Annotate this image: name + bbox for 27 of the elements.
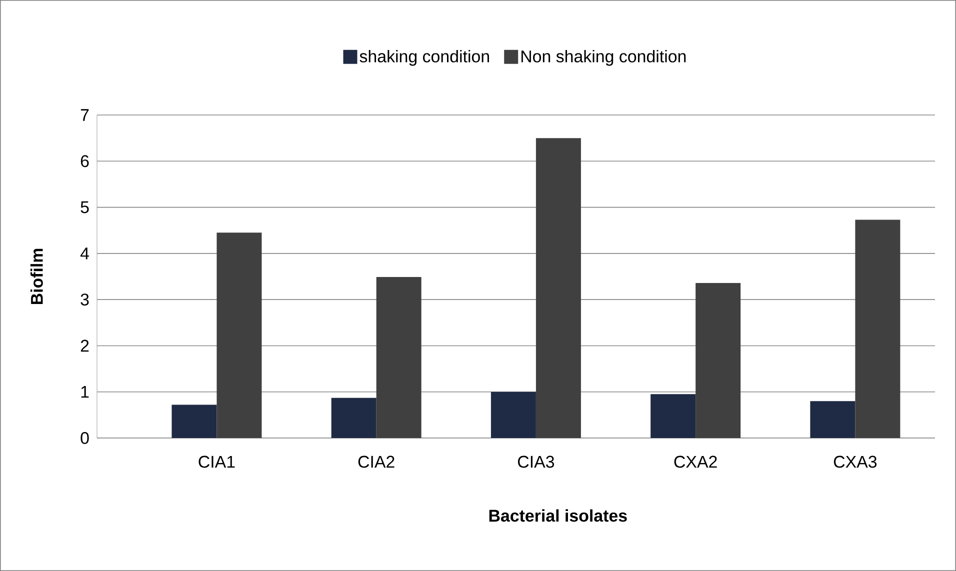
y-tick-label: 1 xyxy=(81,386,89,398)
y-tick-label: 4 xyxy=(80,248,89,260)
bar xyxy=(810,401,856,438)
y-tick-label: 6 xyxy=(80,155,89,168)
bar xyxy=(216,232,262,438)
x-tick-label: CIA2 xyxy=(358,456,394,468)
bar xyxy=(536,138,581,438)
bar xyxy=(376,276,422,438)
bar xyxy=(650,394,696,438)
y-tick-label: 5 xyxy=(80,201,89,214)
bar xyxy=(172,404,217,438)
legend-label: shaking condition xyxy=(360,50,489,66)
x-tick-label: CXA3 xyxy=(834,456,877,468)
x-tick-label: CXA2 xyxy=(674,456,717,468)
y-tick-label: 7 xyxy=(80,109,89,121)
bar xyxy=(331,398,376,438)
x-tick-label: CIA1 xyxy=(198,456,235,468)
y-tick-label: 2 xyxy=(80,340,89,352)
bar xyxy=(696,282,741,438)
bar xyxy=(490,392,536,438)
y-tick-label: 0 xyxy=(80,432,89,444)
x-tick-label: CIA3 xyxy=(518,456,554,468)
legend-label: Non shaking condition xyxy=(521,50,686,66)
x-axis-title: Bacterial isolates xyxy=(489,509,627,522)
y-tick-label: 3 xyxy=(80,294,89,306)
y-axis-title: Biofilm xyxy=(30,248,43,304)
bar xyxy=(855,220,900,438)
